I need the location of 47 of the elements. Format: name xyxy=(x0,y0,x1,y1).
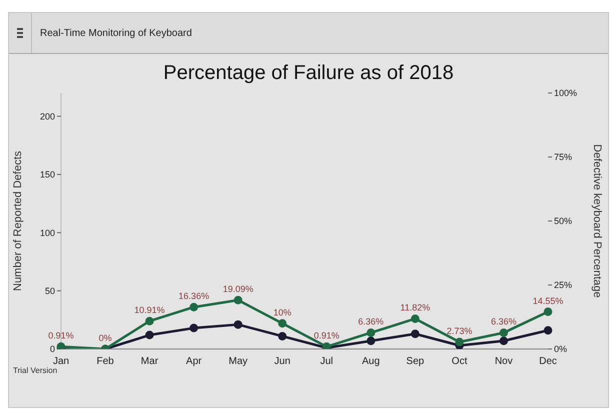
y-tick-label: 100 xyxy=(40,228,55,238)
y2-tick-label: 75% xyxy=(554,152,572,162)
point xyxy=(278,332,287,340)
y2-axis-title: Defective keyboard Percentage xyxy=(591,144,604,298)
point xyxy=(234,320,242,329)
data-label: 0% xyxy=(98,333,112,343)
point xyxy=(544,326,552,335)
data-label: 6.36% xyxy=(358,316,384,327)
y2-tick-label: 100% xyxy=(554,88,578,98)
x-tick-label: Mar xyxy=(140,356,159,368)
point xyxy=(499,336,508,346)
y-tick-label: 200 xyxy=(40,111,55,122)
y-tick-label: 50 xyxy=(44,286,55,296)
x-tick-label: Jul xyxy=(320,356,334,368)
x-tick-label: Oct xyxy=(452,356,468,368)
point xyxy=(145,330,154,340)
point xyxy=(410,330,420,338)
x-tick-label: Apr xyxy=(186,356,202,368)
data-label: 14.55% xyxy=(532,296,564,306)
data-label: 2.73% xyxy=(446,326,472,336)
x-tick-label: May xyxy=(228,356,248,368)
x-tick-label: Jan xyxy=(52,356,70,368)
data-label: 10% xyxy=(273,307,292,318)
y-axis-title: Number of Reported Defects xyxy=(12,150,24,292)
point xyxy=(366,336,376,346)
x-tick-label: Sep xyxy=(406,356,425,368)
y2-tick-label: 0% xyxy=(554,344,568,354)
data-label: 6.36% xyxy=(490,316,516,327)
x-tick-label: Dec xyxy=(539,356,557,368)
data-label: 0.91% xyxy=(48,330,74,341)
y2-tick-label: 25% xyxy=(554,280,572,290)
data-label: 11.82% xyxy=(400,302,430,313)
point xyxy=(190,324,198,332)
chart-subtitle: Real-Time Monitoring of Keyboard xyxy=(40,28,192,38)
data-label: 10.91% xyxy=(134,305,165,316)
y-tick-label: 0 xyxy=(50,344,55,354)
y-tick-label: 150 xyxy=(40,170,55,180)
x-tick-label: Jun xyxy=(274,356,290,368)
x-tick-label: Nov xyxy=(494,356,513,368)
data-label: 19.09% xyxy=(222,284,254,294)
y2-tick-label: 50% xyxy=(554,216,572,226)
chart-title: Percentage of Failure as of 2018 xyxy=(162,62,455,85)
data-label: 0.91% xyxy=(314,330,340,341)
data-label: 16.36% xyxy=(178,291,210,302)
text: Trial Version xyxy=(13,366,58,375)
x-tick-label: Feb xyxy=(96,356,114,368)
x-tick-label: Aug xyxy=(362,356,380,368)
